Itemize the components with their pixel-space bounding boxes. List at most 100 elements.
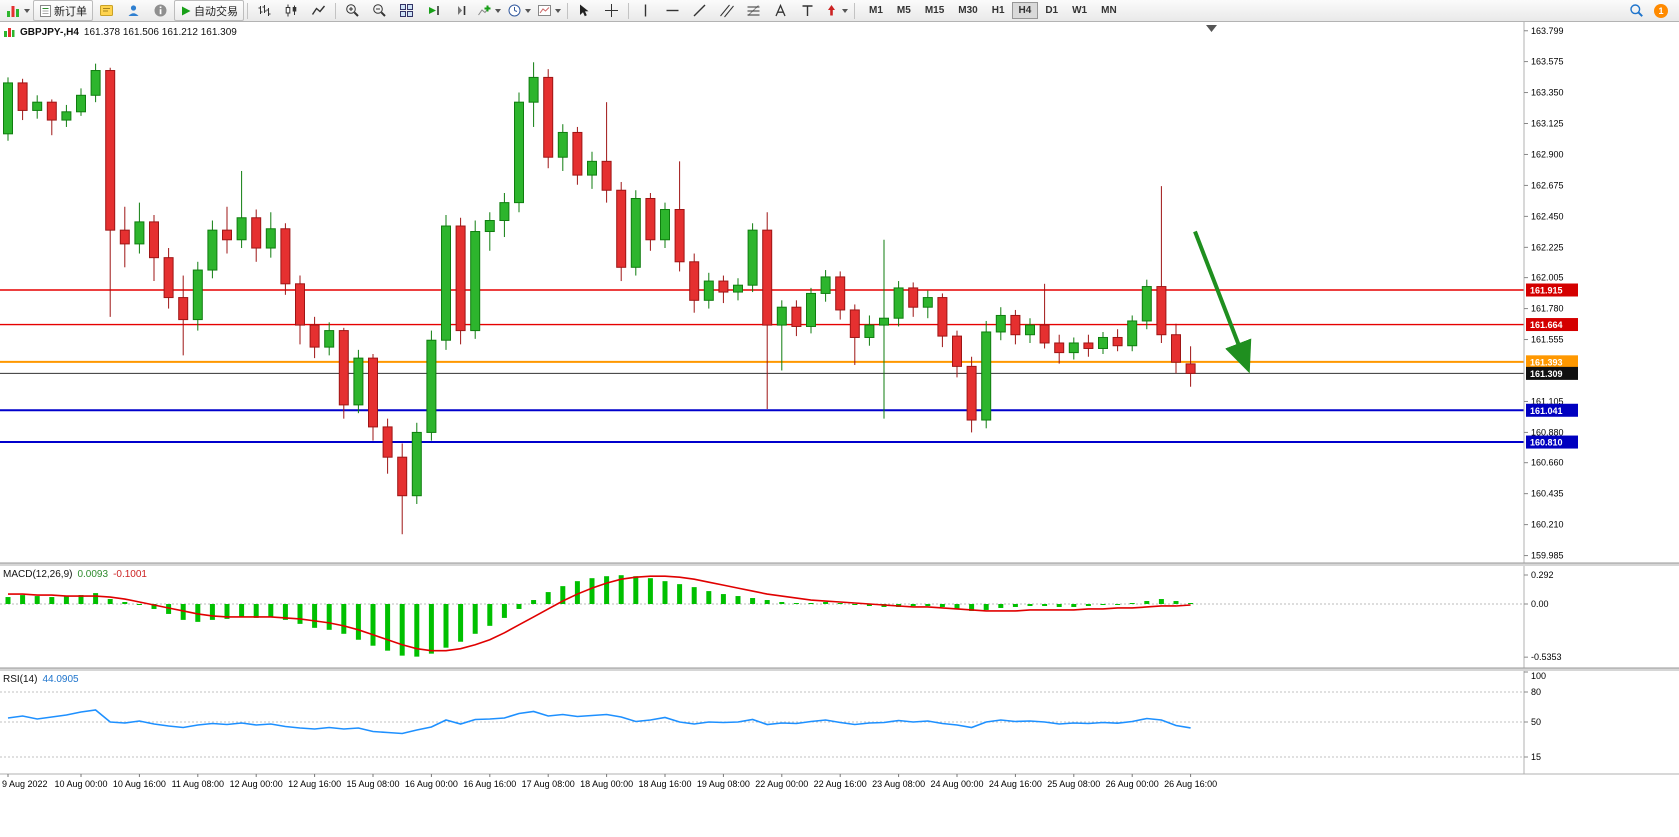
time-axis-label: 26 Aug 00:00 <box>1106 779 1159 789</box>
candle <box>1185 363 1196 374</box>
candle <box>251 217 262 249</box>
candle <box>46 101 57 121</box>
candle <box>1156 286 1167 336</box>
chart-canvas[interactable]: 163.799 163.575 163.350 163.125 162.900 162.6… <box>0 22 1679 837</box>
line-chart-button[interactable] <box>305 0 332 21</box>
price-axis-label: 160.435 <box>1531 489 1564 499</box>
new-chart-button[interactable] <box>3 0 33 21</box>
panel-separator[interactable] <box>0 668 1679 671</box>
periods-button[interactable] <box>504 0 534 21</box>
text-button[interactable] <box>767 0 794 21</box>
autotrading-button[interactable]: 自动交易 <box>174 0 244 21</box>
bar-chart-button[interactable] <box>251 0 278 21</box>
text-label-button[interactable] <box>794 0 821 21</box>
time-axis-label: 18 Aug 00:00 <box>580 779 633 789</box>
timeframe-d1[interactable]: D1 <box>1045 5 1059 16</box>
time-axis-label: 11 Aug 08:00 <box>172 779 224 789</box>
time-axis-label: 17 Aug 08:00 <box>522 779 575 789</box>
rsi-label-row: RSI(14) 44.0905 <box>3 674 79 685</box>
candle <box>572 131 583 176</box>
candle <box>76 94 86 113</box>
equidistant-channel-button[interactable] <box>713 0 740 21</box>
timeframe-w1[interactable]: W1 <box>1072 5 1088 16</box>
new-order-button[interactable]: 新订单 <box>33 0 93 21</box>
vertical-line-button[interactable] <box>632 0 659 21</box>
cursor-button[interactable] <box>571 0 598 21</box>
zoom-in-button[interactable] <box>339 0 366 21</box>
candle <box>835 276 846 311</box>
macd-histogram-bar <box>1115 604 1121 605</box>
rsi-axis-label: 15 <box>1531 752 1541 762</box>
horizontal-line-icon <box>666 9 679 12</box>
timeframe-h4[interactable]: H4 <box>1011 2 1039 19</box>
tile-windows-button[interactable] <box>393 0 420 21</box>
indicators-button[interactable] <box>474 0 504 21</box>
candle <box>1025 324 1035 336</box>
macd-histogram-bar <box>49 597 55 604</box>
notification-badge[interactable]: 1 <box>1654 3 1668 18</box>
trendline-button[interactable] <box>686 0 713 21</box>
macd-histogram-bar <box>618 575 624 604</box>
candle <box>514 101 524 204</box>
timeframe-m5[interactable]: M5 <box>896 5 911 16</box>
candle <box>528 76 539 103</box>
chart-shift-button[interactable] <box>447 0 474 21</box>
candle <box>1068 342 1079 354</box>
macd-histogram-bar <box>355 604 361 640</box>
community-button[interactable] <box>120 0 147 21</box>
timeframe-m1[interactable]: M1 <box>869 5 883 16</box>
timeframe-m15[interactable]: M15 <box>924 5 945 16</box>
candle <box>776 306 787 326</box>
macd-histogram-bar <box>735 596 741 604</box>
separator <box>247 2 248 19</box>
time-axis-label: 26 Aug 16:00 <box>1164 779 1217 789</box>
time-axis-label: 16 Aug 16:00 <box>463 779 516 789</box>
search-icon <box>1630 4 1643 17</box>
clock-icon <box>508 4 521 17</box>
vertical-line-icon <box>644 4 647 17</box>
price-badge-value: 160.810 <box>1530 438 1563 448</box>
timeframe-mn[interactable]: MN <box>1101 5 1117 16</box>
fibonacci-icon <box>747 5 760 16</box>
help-button[interactable] <box>147 0 174 21</box>
panel-separator[interactable] <box>0 563 1679 566</box>
timeframe-h1[interactable]: H1 <box>991 5 1005 16</box>
horizontal-line-button[interactable] <box>659 0 686 21</box>
macd-histogram-bar <box>253 604 259 618</box>
zoom-out-icon <box>373 4 386 17</box>
time-axis-label: 24 Aug 00:00 <box>930 779 983 789</box>
macd-histogram-bar <box>1144 601 1150 604</box>
chart-shift-marker[interactable] <box>1206 25 1217 32</box>
templates-button[interactable] <box>534 0 564 21</box>
arrows-tool-button[interactable] <box>821 0 851 21</box>
macd-histogram-bar <box>604 576 610 604</box>
auto-scroll-icon <box>429 6 439 15</box>
rsi-axis-label: 100 <box>1531 671 1546 681</box>
macd-histogram-bar <box>925 604 931 606</box>
candle <box>1141 286 1152 322</box>
macd-histogram-bar <box>136 604 142 605</box>
macd-histogram-bar <box>677 584 683 604</box>
search-button[interactable] <box>1623 0 1650 21</box>
price-axis <box>1524 22 1679 774</box>
macd-histogram-bar <box>458 604 464 642</box>
time-axis-label: 24 Aug 16:00 <box>989 779 1042 789</box>
zoom-out-button[interactable] <box>366 0 393 21</box>
price-axis-label: 163.125 <box>1531 119 1564 129</box>
crosshair-button[interactable] <box>598 0 625 21</box>
macd-histogram-bar <box>793 603 799 605</box>
trend-arrow[interactable] <box>1193 230 1252 374</box>
candle <box>368 357 378 428</box>
macd-histogram-bar <box>662 581 668 604</box>
price-axis-label: 162.225 <box>1531 242 1564 252</box>
macd-histogram-bar <box>78 595 84 604</box>
candle <box>1112 336 1123 347</box>
text-a-icon <box>775 3 786 17</box>
metaeditor-button[interactable] <box>93 0 120 21</box>
candlestick-chart-button[interactable] <box>278 0 305 21</box>
timeframe-m30[interactable]: M30 <box>958 5 978 16</box>
candle <box>353 357 364 406</box>
fibonacci-button[interactable] <box>740 0 767 21</box>
auto-scroll-button[interactable] <box>420 0 447 21</box>
macd-histogram-bar <box>1012 604 1018 607</box>
